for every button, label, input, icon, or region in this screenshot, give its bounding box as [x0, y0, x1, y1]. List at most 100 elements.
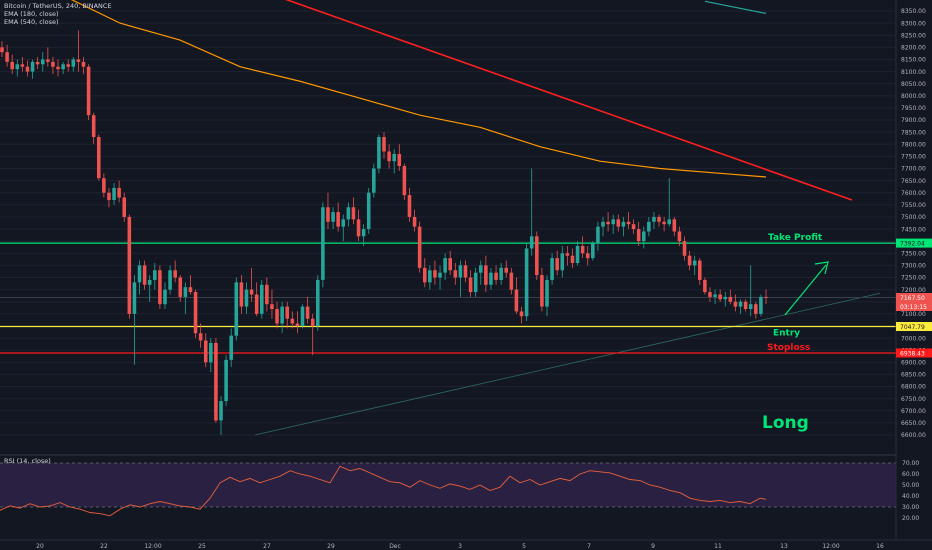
price-tick-label: 8000.00: [901, 93, 926, 100]
candle: [524, 243, 529, 322]
candle-body: [606, 221, 610, 225]
candle-body: [76, 59, 81, 62]
price-tick-label: 6850.00: [901, 372, 926, 379]
candle: [310, 313, 315, 356]
candle: [147, 275, 152, 302]
candle-body: [438, 272, 442, 278]
price-tick-label: 7500.00: [901, 214, 926, 221]
ema-540-label[interactable]: EMA (540, close): [4, 18, 59, 26]
candle-body: [529, 236, 534, 249]
candle: [641, 226, 646, 249]
candle-body: [713, 294, 717, 297]
candle-body: [224, 359, 228, 402]
candle: [341, 214, 346, 242]
candle-body: [621, 221, 626, 227]
candle-body: [535, 236, 539, 276]
candle-body: [163, 289, 167, 305]
candle: [107, 187, 111, 208]
candle-body: [504, 267, 509, 273]
rsi-legend[interactable]: RSI (14, close): [4, 457, 51, 465]
candle: [259, 279, 264, 319]
candle-body: [234, 282, 239, 336]
candle-body: [183, 287, 188, 297]
candle: [321, 202, 325, 288]
time-tick-label: 16: [876, 543, 884, 550]
annotations: Take Profit Entry Stoploss Long: [762, 233, 823, 433]
candle-body: [91, 115, 96, 137]
price-tick-label: 7650.00: [901, 178, 926, 185]
candle-body: [585, 253, 590, 259]
candle: [244, 282, 249, 314]
time-tick-label: 12:00: [144, 543, 161, 550]
candle-body: [545, 279, 549, 307]
candle: [626, 212, 631, 230]
price-tick-label: 6750.00: [901, 396, 926, 403]
candle: [652, 212, 656, 230]
ema-180-label[interactable]: EMA (180, close): [4, 10, 59, 18]
price-tick-label: 7750.00: [901, 154, 926, 161]
candle-body: [259, 284, 264, 314]
candle-body: [489, 272, 493, 285]
candle: [535, 231, 539, 280]
candle-body: [524, 248, 529, 317]
candle-body: [667, 219, 672, 225]
candle-body: [478, 265, 483, 273]
candle-body: [285, 306, 290, 319]
entry-tag-bg: [896, 322, 932, 332]
price-tick-label: 8100.00: [901, 69, 926, 76]
candle-body: [631, 224, 636, 230]
candle: [188, 275, 193, 295]
candle-body: [265, 284, 269, 305]
candle: [290, 311, 295, 329]
candle-body: [46, 59, 50, 62]
long-label: Long: [762, 413, 809, 433]
long-arrow-shaft: [784, 264, 827, 316]
candle-body: [219, 401, 223, 421]
candle: [540, 267, 544, 312]
price-axis-bg: [896, 0, 932, 550]
candle-body: [743, 301, 748, 310]
candle-body: [66, 64, 70, 67]
candle: [458, 260, 463, 297]
candle: [636, 221, 641, 247]
candle: [550, 253, 554, 285]
candle-body: [687, 255, 692, 266]
candle: [672, 216, 677, 237]
candle-body: [473, 272, 478, 293]
candle-body: [122, 197, 127, 217]
candle-body: [484, 265, 488, 285]
candle: [687, 250, 692, 271]
price-tick-label: 7350.00: [901, 250, 926, 257]
candle: [657, 214, 661, 227]
price-tick-label: 8300.00: [901, 20, 926, 27]
candle-body: [316, 279, 320, 326]
candle: [519, 306, 524, 324]
price-tick-label: 7800.00: [901, 141, 926, 148]
price-tick-label: 7250.00: [901, 275, 926, 282]
candle: [443, 253, 447, 280]
candle-body: [127, 216, 132, 314]
candle: [759, 294, 763, 317]
candle-body: [71, 59, 76, 67]
candle-body: [692, 260, 697, 266]
candle: [193, 289, 198, 339]
candle-body: [738, 301, 743, 307]
candle: [331, 207, 335, 230]
candle-body: [575, 246, 580, 263]
candle-body: [270, 304, 274, 310]
candle: [5, 44, 9, 67]
candle: [738, 299, 743, 314]
candle: [692, 255, 697, 276]
rsi-tick-label: 70.00: [902, 460, 919, 467]
candles: [0, 30, 768, 435]
candle-body: [107, 192, 111, 200]
candle: [478, 260, 483, 285]
candle-body: [351, 207, 356, 220]
candle-body: [616, 219, 621, 227]
candle: [499, 262, 503, 285]
candle: [662, 216, 666, 232]
candle: [239, 275, 244, 314]
symbol-label[interactable]: Bitcoin / TetherUS, 240, BINANCE: [4, 2, 112, 10]
